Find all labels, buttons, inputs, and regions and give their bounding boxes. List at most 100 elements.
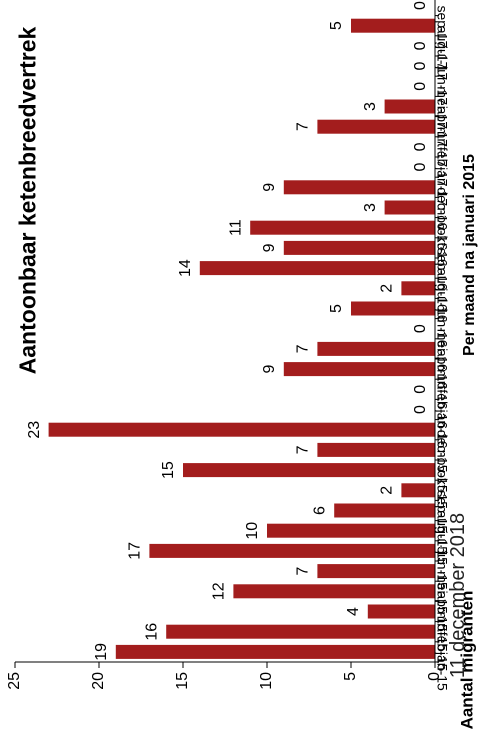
bar bbox=[267, 523, 435, 538]
category-label: aug-17 bbox=[434, 26, 450, 70]
chart-subtitle: Per maand na januari 2015 bbox=[460, 154, 478, 356]
category-label: feb-16 bbox=[434, 389, 450, 429]
category-label: dec-15 bbox=[434, 430, 450, 473]
data-label: 9 bbox=[261, 183, 278, 192]
data-label: 6 bbox=[311, 506, 328, 515]
bar bbox=[317, 119, 435, 134]
value-tick-label: 15 bbox=[174, 672, 191, 690]
data-label: 0 bbox=[412, 142, 429, 151]
category-label: sep-15 bbox=[434, 490, 450, 533]
category-label: okt-16 bbox=[434, 228, 450, 267]
data-label: 9 bbox=[261, 365, 278, 374]
category-label: jul-16 bbox=[434, 287, 450, 322]
category-label: apr-17 bbox=[434, 107, 450, 148]
category-label: okt-15 bbox=[434, 470, 450, 509]
data-label: 0 bbox=[412, 405, 429, 414]
category-label: jan-15 bbox=[434, 651, 450, 691]
bars-group bbox=[48, 18, 436, 659]
chart-title: Aantoonbaar ketenbreedvertrek bbox=[14, 26, 41, 374]
category-label: nov-15 bbox=[434, 450, 450, 493]
category-label: mei-15 bbox=[434, 571, 450, 614]
bar bbox=[367, 604, 435, 619]
data-label: 9 bbox=[261, 243, 278, 252]
bar bbox=[317, 564, 435, 579]
date-label: 11 december 2018 bbox=[446, 512, 469, 678]
bar bbox=[401, 281, 435, 296]
category-label: jan-16 bbox=[434, 409, 450, 449]
bar bbox=[166, 624, 435, 639]
bar bbox=[351, 301, 435, 316]
data-label: 0 bbox=[412, 41, 429, 50]
bar bbox=[283, 180, 435, 195]
bar bbox=[317, 442, 435, 457]
bar bbox=[351, 18, 435, 33]
value-tick-label: 5 bbox=[342, 672, 359, 681]
data-label: 15 bbox=[160, 461, 177, 479]
bar bbox=[233, 584, 435, 599]
category-label: jun-15 bbox=[434, 550, 450, 590]
category-label: apr-16 bbox=[434, 349, 450, 390]
bar bbox=[384, 99, 435, 114]
category-label: mrt-15 bbox=[434, 612, 450, 653]
data-label: 0 bbox=[412, 1, 429, 10]
data-label: 0 bbox=[412, 385, 429, 394]
category-label: mrt-16 bbox=[434, 369, 450, 410]
data-label: 2 bbox=[379, 486, 396, 495]
bar bbox=[115, 644, 436, 659]
data-label: 0 bbox=[412, 62, 429, 71]
bar bbox=[317, 341, 435, 356]
bar bbox=[48, 422, 435, 437]
data-label: 23 bbox=[26, 421, 43, 439]
data-label: 3 bbox=[362, 102, 379, 111]
category-label: aug-15 bbox=[434, 511, 450, 555]
category-label: sep-17 bbox=[434, 6, 450, 49]
category-label: aug-16 bbox=[434, 268, 450, 312]
value-tick-label: 0 bbox=[426, 672, 443, 681]
category-label: feb-17 bbox=[434, 147, 450, 187]
data-label: 16 bbox=[143, 623, 160, 641]
data-label: 7 bbox=[295, 445, 312, 454]
bar bbox=[250, 220, 435, 235]
bar bbox=[384, 200, 435, 215]
data-label: 5 bbox=[328, 21, 345, 30]
category-label: jul-17 bbox=[434, 45, 450, 80]
data-label: 7 bbox=[295, 344, 312, 353]
category-label: mei-16 bbox=[434, 329, 450, 372]
bar bbox=[401, 483, 435, 498]
bar bbox=[334, 503, 435, 518]
category-label: sep-16 bbox=[434, 248, 450, 291]
value-tick-label: 10 bbox=[258, 672, 275, 690]
category-label: mei-17 bbox=[434, 86, 450, 129]
value-tick-label: 25 bbox=[6, 672, 23, 690]
data-label: 17 bbox=[127, 542, 144, 560]
bar bbox=[283, 240, 435, 255]
category-label: jun-16 bbox=[434, 308, 450, 348]
data-label: 4 bbox=[345, 607, 362, 616]
data-label: 0 bbox=[412, 82, 429, 91]
data-label: 0 bbox=[412, 324, 429, 333]
category-label: nov-16 bbox=[434, 208, 450, 251]
value-tick-label: 20 bbox=[90, 672, 107, 690]
data-label: 10 bbox=[244, 522, 261, 540]
data-label: 7 bbox=[295, 567, 312, 576]
category-label: apr-15 bbox=[434, 591, 450, 632]
data-label: 12 bbox=[211, 582, 228, 600]
data-label: 3 bbox=[362, 203, 379, 212]
bar bbox=[199, 261, 435, 276]
category-label: jun-17 bbox=[434, 65, 450, 105]
bar bbox=[183, 463, 435, 478]
bar bbox=[149, 543, 435, 558]
category-label: jul-15 bbox=[434, 530, 450, 565]
data-label: 14 bbox=[177, 259, 194, 277]
category-label: jan-17 bbox=[434, 166, 450, 206]
data-label: 11 bbox=[227, 219, 244, 236]
data-label: 5 bbox=[328, 304, 345, 313]
category-label: dec-16 bbox=[434, 187, 450, 230]
category-label: mrt-17 bbox=[434, 127, 450, 168]
data-label: 2 bbox=[379, 284, 396, 293]
data-label: 19 bbox=[93, 643, 110, 661]
axes-group bbox=[14, 0, 439, 668]
category-label: feb-15 bbox=[434, 632, 450, 672]
